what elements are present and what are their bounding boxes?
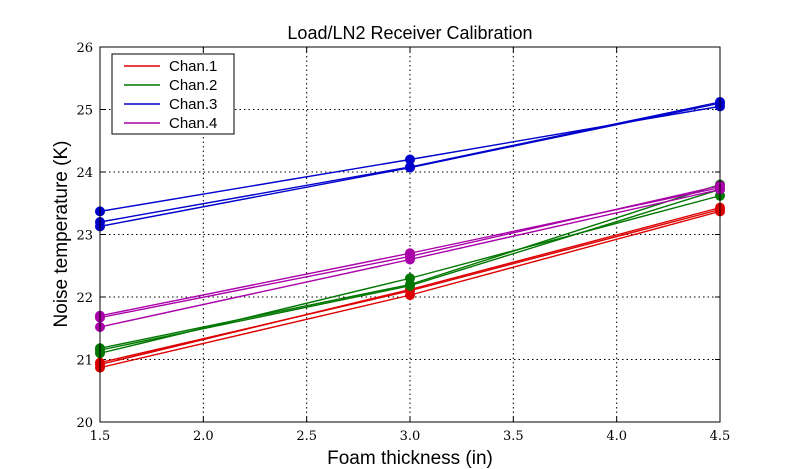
y-tick-label: 22 bbox=[76, 291, 93, 306]
x-tick-label: 3.0 bbox=[400, 429, 421, 444]
y-tick-label: 26 bbox=[76, 41, 93, 56]
y-axis-label: Noise temperature (K) bbox=[51, 141, 72, 328]
legend-frame bbox=[111, 53, 235, 135]
legend-entry: Chan.1 bbox=[169, 58, 217, 75]
x-tick-label: 3.5 bbox=[503, 429, 524, 444]
series-chan-3 bbox=[95, 97, 725, 232]
legend-entry: Chan.3 bbox=[169, 96, 217, 113]
data-point bbox=[405, 279, 415, 290]
chart-title: Load/LN2 Receiver Calibration bbox=[287, 23, 532, 43]
x-tick-label: 4.0 bbox=[606, 429, 627, 444]
x-tick-label: 2.5 bbox=[296, 429, 317, 444]
y-tick-label: 21 bbox=[76, 354, 93, 369]
y-tick-label: 20 bbox=[76, 416, 93, 431]
series-chan-2 bbox=[95, 179, 725, 359]
legend: Chan.1 Chan.2 Chan.3 Chan.4 bbox=[111, 53, 235, 135]
x-tick-label: 2.0 bbox=[193, 429, 214, 444]
y-tick-label: 25 bbox=[76, 104, 93, 119]
legend-entry: Chan.4 bbox=[169, 115, 217, 132]
legend-entry: Chan.2 bbox=[169, 77, 217, 94]
y-tick-labels: 20 21 22 23 24 25 26 bbox=[76, 41, 93, 431]
plot-frame bbox=[99, 46, 721, 423]
x-tick-label: 1.5 bbox=[90, 429, 111, 444]
x-tick-label: 4.5 bbox=[710, 429, 731, 444]
data-point bbox=[405, 154, 415, 165]
x-tick-labels: 1.5 2.0 2.5 3.0 3.5 4.0 4.5 bbox=[90, 429, 731, 444]
data-point bbox=[405, 248, 415, 259]
y-tick-label: 24 bbox=[76, 166, 93, 181]
y-tick-label: 23 bbox=[76, 229, 93, 244]
x-axis-label: Foam thickness (in) bbox=[327, 448, 493, 469]
